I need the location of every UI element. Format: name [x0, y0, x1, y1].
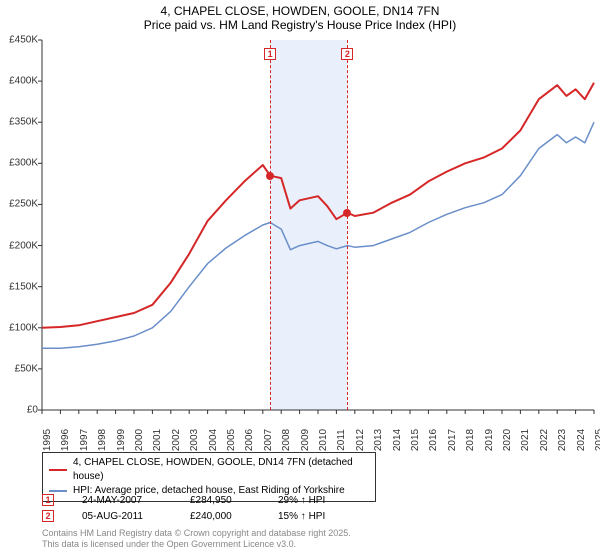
title-block: 4, CHAPEL CLOSE, HOWDEN, GOOLE, DN14 7FN…	[0, 0, 600, 32]
x-tick-label: 1996	[60, 429, 71, 451]
x-tick-label: 1995	[42, 429, 53, 451]
y-tick-label: £200K	[9, 240, 38, 251]
transaction-pct: 29% ↑ HPI	[278, 495, 358, 506]
transaction-price: £240,000	[190, 511, 250, 522]
x-tick-label: 2004	[208, 429, 219, 451]
transaction-row: 1 24-MAY-2007 £284,950 29% ↑ HPI	[42, 492, 358, 508]
marker-dot	[343, 209, 351, 217]
transaction-badge: 2	[42, 510, 54, 522]
x-tick-label: 2022	[539, 429, 550, 451]
transaction-date: 05-AUG-2011	[82, 511, 162, 522]
title-line2: Price paid vs. HM Land Registry's House …	[0, 18, 600, 32]
x-tick-label: 2017	[447, 429, 458, 451]
transactions-table: 1 24-MAY-2007 £284,950 29% ↑ HPI 2 05-AUG-201…	[42, 492, 358, 524]
marker-vline	[270, 40, 271, 410]
marker-dot	[266, 172, 274, 180]
x-tick-label: 2023	[557, 429, 568, 451]
x-tick-label: 2003	[189, 429, 200, 451]
legend-label: 4, CHAPEL CLOSE, HOWDEN, GOOLE, DN14 7FN…	[73, 456, 369, 484]
title-line1: 4, CHAPEL CLOSE, HOWDEN, GOOLE, DN14 7FN	[0, 4, 600, 18]
x-tick-label: 2006	[244, 429, 255, 451]
x-tick-label: 2020	[502, 429, 513, 451]
x-tick-label: 2001	[152, 429, 163, 451]
x-tick-label: 2005	[226, 429, 237, 451]
legend-swatch	[49, 469, 67, 471]
x-tick-label: 2024	[576, 429, 587, 451]
chart-container: 4, CHAPEL CLOSE, HOWDEN, GOOLE, DN14 7FN…	[0, 0, 600, 560]
y-tick-label: £150K	[9, 281, 38, 292]
x-tick-label: 1997	[79, 429, 90, 451]
y-tick-label: £50K	[15, 363, 38, 374]
legend-item: 4, CHAPEL CLOSE, HOWDEN, GOOLE, DN14 7FN…	[49, 456, 369, 484]
footer-line2: This data is licensed under the Open Gov…	[42, 539, 351, 550]
x-tick-label: 2025	[594, 429, 600, 451]
marker-flag: 1	[264, 48, 276, 60]
x-tick-label: 1999	[116, 429, 127, 451]
footer-line1: Contains HM Land Registry data © Crown c…	[42, 528, 351, 539]
x-tick-label: 2000	[134, 429, 145, 451]
x-tick-label: 2021	[520, 429, 531, 451]
marker-vline	[347, 40, 348, 410]
y-tick-label: £100K	[9, 322, 38, 333]
series-line	[42, 83, 594, 328]
x-tick-label: 2019	[484, 429, 495, 451]
x-tick-label: 2002	[171, 429, 182, 451]
y-tick-label: £450K	[9, 35, 38, 46]
x-tick-label: 2014	[392, 429, 403, 451]
y-tick-label: £250K	[9, 199, 38, 210]
plot-svg	[42, 40, 594, 410]
transaction-pct: 15% ↑ HPI	[278, 511, 358, 522]
transaction-date: 24-MAY-2007	[82, 495, 162, 506]
x-tick-label: 2011	[336, 429, 347, 451]
x-tick-label: 2009	[300, 429, 311, 451]
x-tick-label: 2016	[428, 429, 439, 451]
marker-flag: 2	[341, 48, 353, 60]
x-tick-label: 2018	[465, 429, 476, 451]
x-tick-label: 2012	[355, 429, 366, 451]
y-tick-label: £0	[27, 405, 38, 416]
x-tick-label: 2008	[281, 429, 292, 451]
transaction-row: 2 05-AUG-2011 £240,000 15% ↑ HPI	[42, 508, 358, 524]
y-tick-label: £350K	[9, 117, 38, 128]
y-tick-label: £400K	[9, 76, 38, 87]
transaction-badge: 1	[42, 494, 54, 506]
x-tick-label: 2010	[318, 429, 329, 451]
y-axis: £0£50K£100K£150K£200K£250K£300K£350K£400…	[0, 40, 42, 410]
x-tick-label: 2007	[263, 429, 274, 451]
footer: Contains HM Land Registry data © Crown c…	[42, 528, 351, 550]
x-tick-label: 2015	[410, 429, 421, 451]
x-tick-label: 2013	[373, 429, 384, 451]
plot-area: 12	[42, 40, 594, 410]
transaction-price: £284,950	[190, 495, 250, 506]
y-tick-label: £300K	[9, 158, 38, 169]
x-axis: 1995 1996 1997 1998 1999 2000 2001 2002 2003 2004…	[42, 410, 594, 454]
x-tick-label: 1998	[97, 429, 108, 451]
